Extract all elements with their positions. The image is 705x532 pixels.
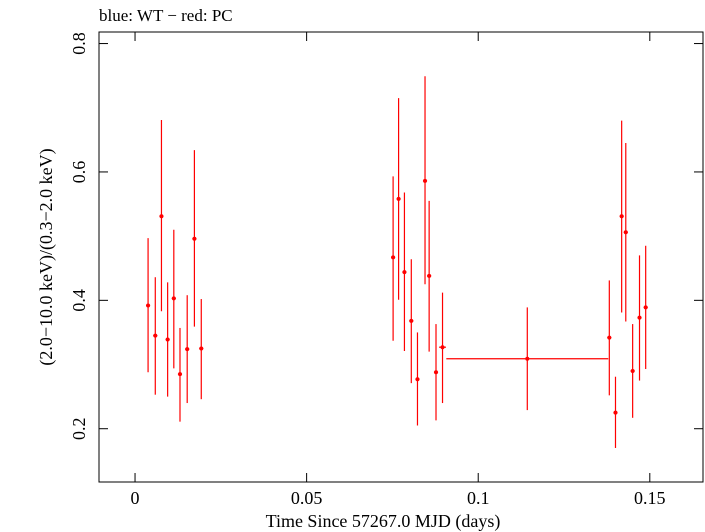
x-axis-title: Time Since 57267.0 MJD (days) bbox=[266, 511, 501, 532]
point-marker bbox=[146, 303, 151, 308]
series-pc bbox=[146, 76, 648, 448]
point-marker bbox=[423, 178, 428, 183]
y-axis-ticks: 0.2 0.4 0.6 0.8 bbox=[69, 32, 703, 440]
data-point bbox=[630, 324, 635, 418]
point-marker bbox=[643, 305, 648, 310]
data-point bbox=[427, 200, 432, 352]
data-point bbox=[643, 245, 648, 370]
point-marker bbox=[630, 368, 635, 373]
y-tick-label: 0.2 bbox=[69, 417, 89, 440]
point-marker bbox=[192, 236, 197, 241]
y-axis-title: (2.0−10.0 keV)/(0.3−2.0 keV) bbox=[36, 148, 57, 365]
data-point bbox=[153, 277, 158, 395]
data-point bbox=[409, 259, 414, 384]
point-marker bbox=[623, 230, 628, 235]
data-point bbox=[613, 376, 618, 448]
x-tick-label: 0.05 bbox=[291, 488, 323, 508]
point-marker bbox=[415, 377, 420, 382]
chart-title: blue: WT − red: PC bbox=[99, 6, 233, 25]
point-marker bbox=[402, 270, 407, 275]
x-tick-label: 0.15 bbox=[634, 488, 666, 508]
data-point bbox=[177, 327, 183, 422]
point-marker bbox=[185, 347, 190, 352]
data-point bbox=[402, 192, 407, 352]
point-marker bbox=[613, 410, 618, 415]
y-tick-label: 0.4 bbox=[69, 289, 89, 312]
data-point bbox=[396, 98, 401, 300]
point-marker bbox=[391, 255, 396, 260]
point-marker bbox=[434, 370, 439, 375]
data-point bbox=[607, 280, 612, 396]
data-point bbox=[171, 229, 176, 369]
point-marker bbox=[637, 315, 642, 320]
point-marker bbox=[153, 333, 158, 338]
x-tick-label: 0.1 bbox=[467, 488, 490, 508]
point-marker bbox=[409, 318, 414, 323]
data-point bbox=[165, 282, 170, 397]
data-point bbox=[619, 120, 624, 313]
data-point bbox=[422, 76, 428, 285]
data-point bbox=[637, 255, 642, 381]
point-marker bbox=[159, 214, 164, 219]
point-marker bbox=[396, 196, 401, 201]
point-marker bbox=[427, 273, 432, 278]
data-point bbox=[146, 238, 151, 373]
point-marker bbox=[171, 296, 176, 301]
point-marker bbox=[525, 356, 530, 361]
point-marker bbox=[619, 214, 624, 219]
point-marker bbox=[199, 346, 204, 351]
data-point bbox=[391, 176, 396, 341]
point-marker bbox=[440, 345, 445, 350]
data-point bbox=[433, 324, 439, 421]
point-marker bbox=[177, 372, 182, 377]
data-point bbox=[159, 119, 164, 312]
y-tick-label: 0.6 bbox=[69, 161, 89, 184]
data-point bbox=[439, 292, 446, 404]
point-marker bbox=[165, 337, 170, 342]
data-series bbox=[146, 76, 648, 448]
x-axis-ticks: 0 0.05 0.1 0.15 bbox=[131, 32, 666, 508]
y-tick-label: 0.8 bbox=[69, 32, 89, 55]
data-point bbox=[623, 143, 628, 322]
data-point bbox=[415, 332, 420, 426]
data-point bbox=[199, 299, 204, 400]
x-tick-label: 0 bbox=[131, 488, 140, 508]
data-point bbox=[185, 295, 190, 404]
point-marker bbox=[607, 335, 612, 340]
plot-frame bbox=[98, 31, 704, 483]
data-point bbox=[192, 150, 197, 327]
data-point bbox=[446, 307, 609, 411]
